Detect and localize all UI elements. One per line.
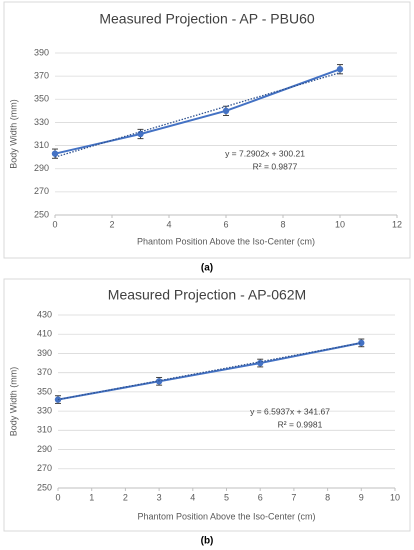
x-tick-label: 1 <box>89 492 94 502</box>
data-line <box>54 68 341 155</box>
data-point <box>222 107 230 115</box>
y-tick-label: 270 <box>34 186 49 196</box>
x-tick-label: 7 <box>291 492 296 502</box>
y-tick-label: 330 <box>34 117 49 127</box>
annotation: R² = 0.9981 <box>278 419 323 429</box>
data-point <box>336 66 344 73</box>
data-point <box>358 339 365 347</box>
y-axis-label: Body Width (mm) <box>8 99 18 169</box>
y-tick-label: 310 <box>34 140 49 150</box>
x-tick-label: 2 <box>109 219 114 229</box>
x-tick-label: 0 <box>52 219 57 229</box>
y-tick-label: 330 <box>37 405 52 415</box>
chart-frame <box>3 278 411 532</box>
x-tick-label: 4 <box>190 492 195 502</box>
y-axis-label: Body Width (mm) <box>8 367 18 437</box>
y-tick-label: 370 <box>34 71 49 81</box>
y-tick-label: 290 <box>37 444 52 454</box>
y-tick-label: 410 <box>37 329 52 339</box>
y-tick-label: 250 <box>37 482 52 492</box>
trend-line <box>57 342 362 401</box>
x-tick-label: 9 <box>359 492 364 502</box>
y-tick-label: 350 <box>34 94 49 104</box>
y-tick-label: 270 <box>37 463 52 473</box>
x-axis-label: Phantom Position Above the Iso-Center (c… <box>137 236 315 246</box>
chart-frame <box>3 1 411 259</box>
x-axis-label: Phantom Position Above the Iso-Center (c… <box>137 511 315 521</box>
annotation: R² = 0.9877 <box>253 161 298 171</box>
x-tick-label: 12 <box>392 219 402 229</box>
x-tick-label: 8 <box>280 219 285 229</box>
chart-title: Measured Projection - AP - PBU60 <box>99 11 315 27</box>
chart-title: Measured Projection - AP-062M <box>108 287 306 303</box>
annotation: y = 6.5937x + 341.67 <box>250 406 330 416</box>
data-point <box>51 150 59 157</box>
x-tick-label: 2 <box>123 492 128 502</box>
y-tick-label: 290 <box>34 163 49 173</box>
y-tick-label: 390 <box>34 47 49 57</box>
y-tick-label: 350 <box>37 386 52 396</box>
caption: (b) <box>201 536 214 547</box>
x-tick-label: 6 <box>258 492 263 502</box>
x-tick-label: 6 <box>223 219 228 229</box>
x-tick-label: 4 <box>166 219 171 229</box>
y-tick-label: 310 <box>37 425 52 435</box>
y-tick-label: 370 <box>37 367 52 377</box>
y-tick-label: 250 <box>34 209 49 219</box>
x-tick-label: 5 <box>224 492 229 502</box>
x-tick-label: 10 <box>335 219 345 229</box>
x-tick-label: 0 <box>55 492 60 502</box>
y-tick-label: 430 <box>37 309 52 319</box>
x-tick-label: 10 <box>390 492 400 502</box>
x-tick-label: 3 <box>157 492 162 502</box>
y-tick-label: 390 <box>37 348 52 358</box>
caption: (a) <box>201 263 213 274</box>
x-tick-label: 8 <box>325 492 330 502</box>
annotation: y = 7.2902x + 300.21 <box>225 148 305 158</box>
